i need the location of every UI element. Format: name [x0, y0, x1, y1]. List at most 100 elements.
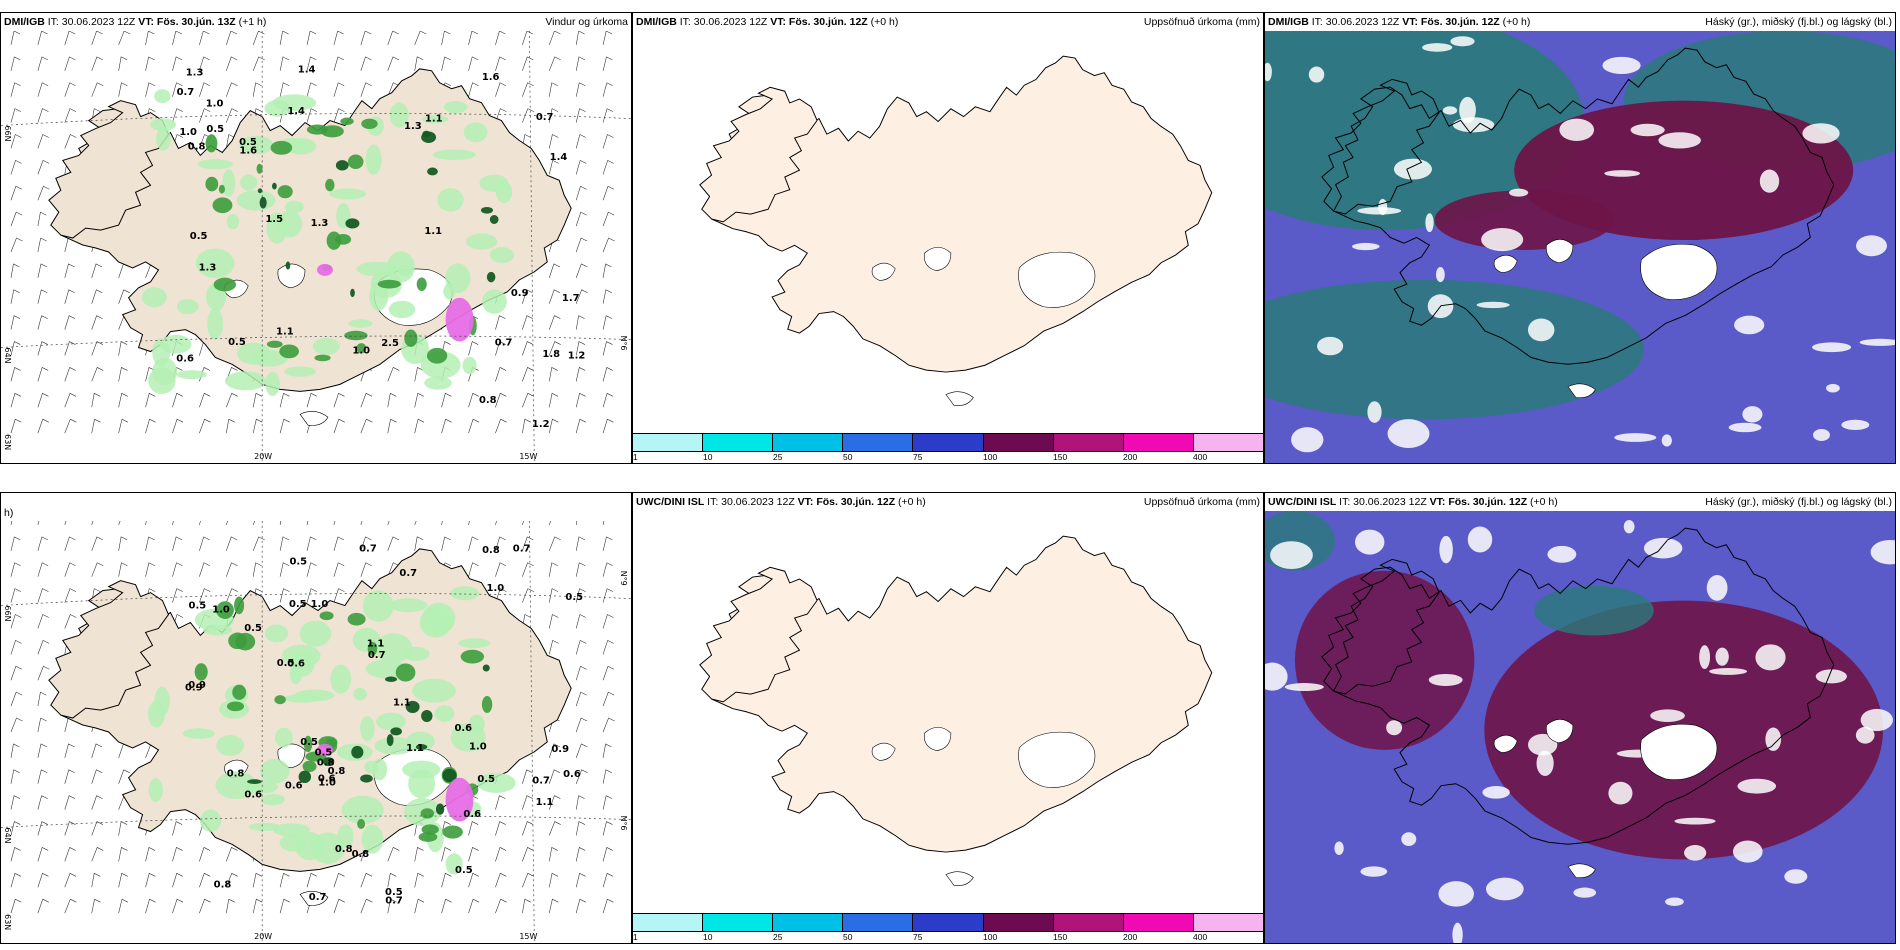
panel-header: DMI/IGB IT: 30.06.2023 12Z VT: Fös. 30.j… — [633, 13, 1263, 31]
precip-moderate — [418, 832, 438, 842]
precip-colorbar: 1 10 25 50 75 100 150 200 400 — [633, 433, 1263, 463]
precip-heavy — [247, 779, 262, 784]
precip-light — [240, 174, 258, 191]
clear-sky — [1573, 887, 1597, 898]
precip-value-label: 0.7 — [513, 543, 531, 554]
clear-sky — [1860, 708, 1893, 732]
precip-value-label: 0.6 — [454, 723, 472, 734]
precip-moderate — [344, 330, 368, 341]
precip-light — [424, 376, 452, 390]
precip-value-label: 0.8 — [328, 766, 346, 777]
precip-value-label: 1.1 — [424, 226, 442, 237]
precip-field — [141, 89, 515, 397]
precip-light — [182, 728, 215, 739]
panel-header: h) — [1, 493, 631, 521]
clear-sky — [1855, 726, 1875, 744]
precip-moderate — [218, 184, 225, 194]
precip-light — [443, 101, 468, 114]
precip-light — [284, 366, 316, 377]
clear-sky — [1467, 526, 1493, 553]
precip-heavy — [322, 757, 335, 767]
precip-light — [299, 620, 332, 647]
precip-value-label: 0.5 — [244, 623, 262, 634]
panel-clouds-uwc: UWC/DINI ISL IT: 30.06.2023 12Z VT: Fös.… — [1264, 492, 1896, 944]
colorbar-swatch — [1193, 914, 1263, 931]
clear-sky — [1435, 267, 1445, 283]
precip-value-label: 0.5 — [289, 599, 307, 610]
precip-value-label: 1.7 — [562, 293, 580, 304]
precip-value-label: 0.9 — [551, 744, 569, 755]
precip-value-label: 0.8 — [335, 844, 353, 855]
clear-sky — [1742, 406, 1763, 423]
map-wind-precip: 66N 64N 63N 20W 15W N°6 1.0 0.5 1.1 0.6 1.1 1.3 1.1 1… — [1, 31, 631, 463]
precip-value-label: 0.5 — [289, 557, 307, 568]
precip-light — [341, 795, 384, 825]
precip-light — [389, 102, 409, 128]
clear-sky — [1784, 869, 1808, 884]
field-title: Háský (gr.), miðský (fj.bl.) og lágský (… — [1705, 496, 1892, 508]
precip-moderate — [226, 701, 245, 712]
colorbar-tick-label: 100 — [983, 932, 998, 942]
colorbar-tick-label: 1 — [633, 452, 638, 462]
map-clouds — [1265, 511, 1895, 943]
precip-heavy — [415, 744, 428, 750]
precip-value-label: 1.3 — [186, 67, 204, 78]
lead-time: (+0 h) — [870, 16, 899, 28]
precip-light — [141, 287, 167, 308]
precip-moderate — [279, 344, 299, 359]
precip-heavy — [335, 160, 349, 171]
clear-sky — [1732, 840, 1763, 863]
colorbar-swatch — [913, 914, 984, 931]
lead-time: (+0 h) — [1530, 496, 1558, 508]
colorbar-tick-label: 150 — [1053, 452, 1068, 462]
precip-value-label: 1.6 — [482, 72, 500, 83]
precip-moderate — [420, 808, 435, 819]
precip-value-label: 0.7 — [177, 87, 195, 98]
precip-heavy — [345, 218, 360, 229]
precip-light — [375, 712, 406, 731]
precip-moderate — [277, 185, 293, 199]
model-name: UWC/DINI ISL — [1268, 496, 1337, 508]
colorbar-tick-label: 10 — [702, 932, 713, 942]
precip-moderate — [340, 117, 354, 125]
precip-value-label: 1.4 — [287, 106, 305, 117]
precip-value-label: 0.6 — [244, 790, 262, 801]
precip-light — [150, 118, 177, 131]
clear-sky — [1812, 342, 1852, 353]
precip-value-label: 0.7 — [399, 568, 417, 579]
lead-time: (+1 h) — [238, 16, 267, 28]
precip-heavy — [351, 745, 364, 759]
precip-moderate — [356, 343, 367, 354]
precip-value-label: 1.0 — [318, 777, 336, 788]
colorbar-tick-label: 100 — [983, 452, 998, 462]
precip-light — [207, 308, 223, 340]
lat-label: 63N — [3, 914, 12, 930]
precip-moderate — [481, 696, 493, 713]
precip-value-label: 1.0 — [469, 742, 487, 753]
precip-value-label: 0.7 — [359, 544, 377, 555]
colorbar-tick-label: 25 — [772, 452, 783, 462]
precip-moderate — [270, 140, 293, 155]
precip-value-label: 0.6 — [563, 769, 581, 780]
precip-heavy — [390, 727, 402, 736]
precip-light — [265, 371, 280, 397]
precip-light — [371, 758, 388, 781]
clear-sky — [1715, 647, 1729, 666]
graticule: 66N 64N 63N 20W 15W N°6 — [1, 31, 631, 463]
colorbar-swatch — [1193, 434, 1263, 451]
precip-light — [389, 598, 428, 613]
panel-wind-precip-dmi: DMI/IGB IT: 30.06.2023 12Z VT: Fös. 30.j… — [0, 12, 632, 464]
precip-light — [266, 212, 288, 244]
precip-heavy — [386, 734, 394, 747]
precip-value-label: 0.9 — [188, 680, 206, 691]
precip-value-label: 0.5 — [315, 747, 333, 758]
colorbar-swatch — [773, 914, 844, 931]
precip-light — [156, 126, 171, 151]
lead-time: (+0 h) — [898, 496, 926, 508]
precip-heavy — [257, 188, 263, 194]
colorbar-tick-label: 50 — [843, 932, 853, 942]
clear-sky — [1393, 158, 1432, 180]
clear-sky — [1265, 662, 1288, 691]
lat-label: 64N — [3, 348, 12, 364]
precip-value-label: 1.1 — [276, 326, 294, 337]
